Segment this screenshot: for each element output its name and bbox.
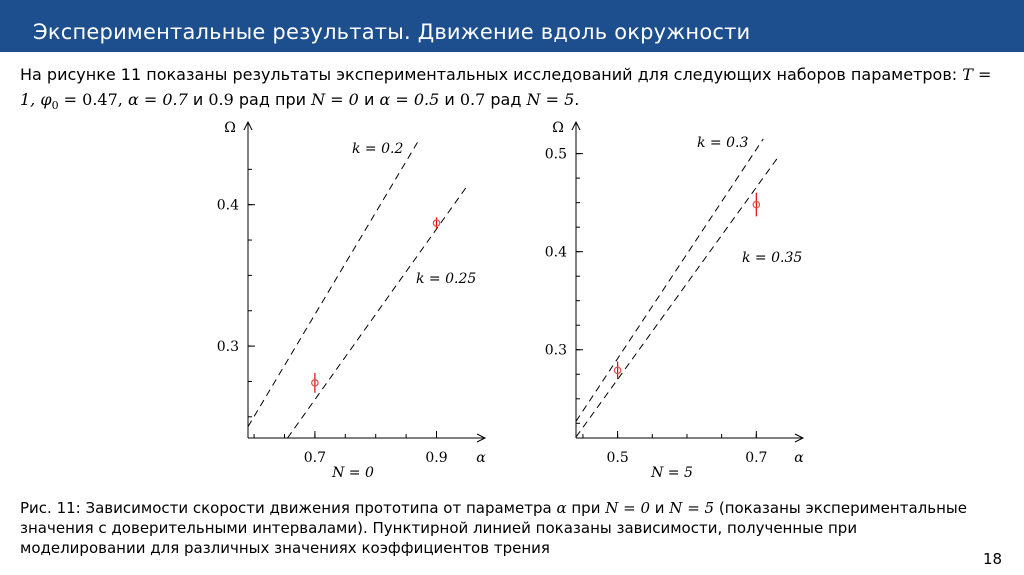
series-label: k = 0.3 <box>697 135 748 151</box>
intro-math-5: N = 0 <box>311 90 359 109</box>
y-tick-label: 0.4 <box>217 198 239 214</box>
series-label: k = 0.35 <box>742 250 802 266</box>
series-line <box>575 158 778 438</box>
intro-math-params: T = 1, φ0 = 0.47, <box>20 65 992 113</box>
x-tick-label: 0.9 <box>425 450 447 466</box>
x-axis-label: α <box>476 450 486 466</box>
intro-math-8: N = 5 <box>526 90 575 109</box>
panel-subtitle: N = 0 <box>331 465 374 481</box>
x-axis-arrow <box>476 433 487 443</box>
caption-text-4: (показаны экспериментальные значения с д… <box>20 499 967 557</box>
series-label: k = 0.2 <box>352 141 403 157</box>
intro-text-2: и <box>187 90 209 109</box>
x-tick-label: 0.7 <box>745 450 767 466</box>
y-axis-arrow <box>243 120 253 131</box>
caption-math-1: α <box>556 499 567 517</box>
data-point <box>613 366 622 375</box>
intro-math-1-sub: 0 <box>51 99 59 113</box>
intro-text-7: . <box>574 90 580 109</box>
data-point <box>311 379 319 387</box>
x-axis-label: α <box>794 450 804 466</box>
data-point <box>432 219 441 227</box>
y-tick-label: 0.5 <box>545 147 567 163</box>
intro-math-4: 0.9 <box>208 90 234 109</box>
series-line <box>247 140 419 427</box>
intro-math-7: 0.7 <box>459 90 486 109</box>
intro-math-2: = 0.47, <box>58 90 128 109</box>
y-tick-label: 0.3 <box>545 343 567 359</box>
y-axis-label: Ω <box>552 120 564 136</box>
intro-math-1: T = 1, φ <box>20 65 992 109</box>
caption-text-3: и <box>650 499 670 517</box>
y-axis-arrow <box>571 120 581 131</box>
figure-caption: Рис. 11: Зависимости скорости движения п… <box>20 498 980 558</box>
data-point <box>752 200 761 209</box>
caption-text-1: Рис. 11: Зависимости скорости движения п… <box>20 499 557 517</box>
intro-text-3: рад при <box>233 90 312 109</box>
y-axis-label: Ω <box>224 120 236 136</box>
intro-text-5: и <box>439 90 460 109</box>
y-tick-label: 0.3 <box>217 339 239 355</box>
series-line <box>575 138 764 422</box>
title-bar: Экспериментальные результаты. Движение в… <box>0 0 1024 52</box>
page-number: 18 <box>983 550 1003 568</box>
x-tick-label: 0.5 <box>606 450 628 466</box>
caption-math-2: N = 0 <box>605 499 650 517</box>
x-tick-label: 0.7 <box>304 450 326 466</box>
x-axis-arrow <box>794 433 805 443</box>
intro-text-6: рад <box>485 90 527 109</box>
intro-paragraph: На рисунке 11 показаны результаты экспер… <box>20 62 1010 118</box>
series-label: k = 0.25 <box>416 271 476 287</box>
intro-text-4: и <box>358 90 380 109</box>
slide-title: Экспериментальные результаты. Движение в… <box>33 20 751 44</box>
panel-subtitle: N = 5 <box>650 465 693 481</box>
intro-text-1: На рисунке 11 показаны результаты экспер… <box>20 65 963 84</box>
caption-text-2: при <box>566 499 606 517</box>
intro-math-6: α = 0.5 <box>379 90 440 109</box>
y-tick-label: 0.4 <box>545 245 567 261</box>
caption-math-3: N = 5 <box>669 499 715 517</box>
intro-math-3: α = 0.7 <box>127 90 188 109</box>
